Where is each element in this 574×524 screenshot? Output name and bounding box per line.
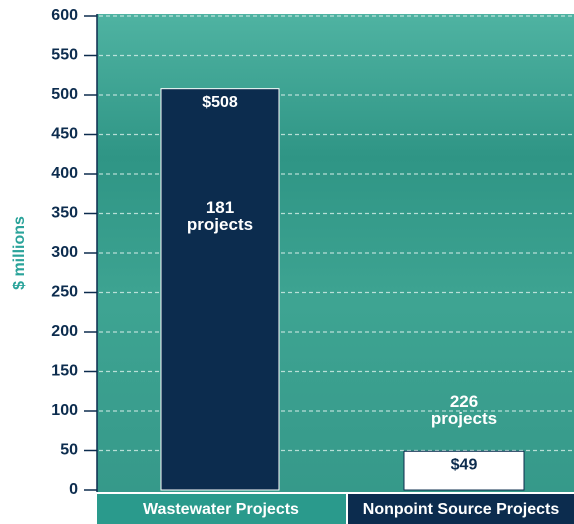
value-label: $49 — [451, 457, 478, 474]
y-tick-label: 250 — [51, 284, 78, 301]
y-tick-label: 350 — [51, 205, 78, 222]
y-tick-label: 300 — [51, 244, 78, 261]
x-tick-label: Wastewater Projects — [143, 501, 299, 518]
x-tick-label: Nonpoint Source Projects — [363, 501, 560, 518]
y-tick-label: 550 — [51, 47, 78, 64]
y-axis-label: $ millions — [11, 216, 28, 290]
annotation-box: 181 projects — [181, 199, 259, 243]
annotation-box: 226 projects — [424, 393, 504, 437]
y-tick-label: 100 — [51, 402, 78, 419]
y-tick-label: 500 — [51, 86, 78, 103]
y-tick-label: 450 — [51, 126, 78, 143]
annotation: 181 projects — [181, 199, 259, 233]
y-tick-label: 400 — [51, 165, 78, 182]
value-label: $508 — [202, 94, 238, 111]
y-tick-label: 600 — [51, 7, 78, 24]
y-tick-label: 50 — [60, 442, 78, 459]
annotation: 226 projects — [424, 393, 504, 427]
y-tick-label: 200 — [51, 323, 78, 340]
y-tick-label: 0 — [69, 481, 78, 498]
y-tick-label: 150 — [51, 363, 78, 380]
chart: $ millions 0 50 100 150 200 250 300 350 400 450 50… — [0, 0, 574, 524]
bar — [161, 89, 279, 490]
